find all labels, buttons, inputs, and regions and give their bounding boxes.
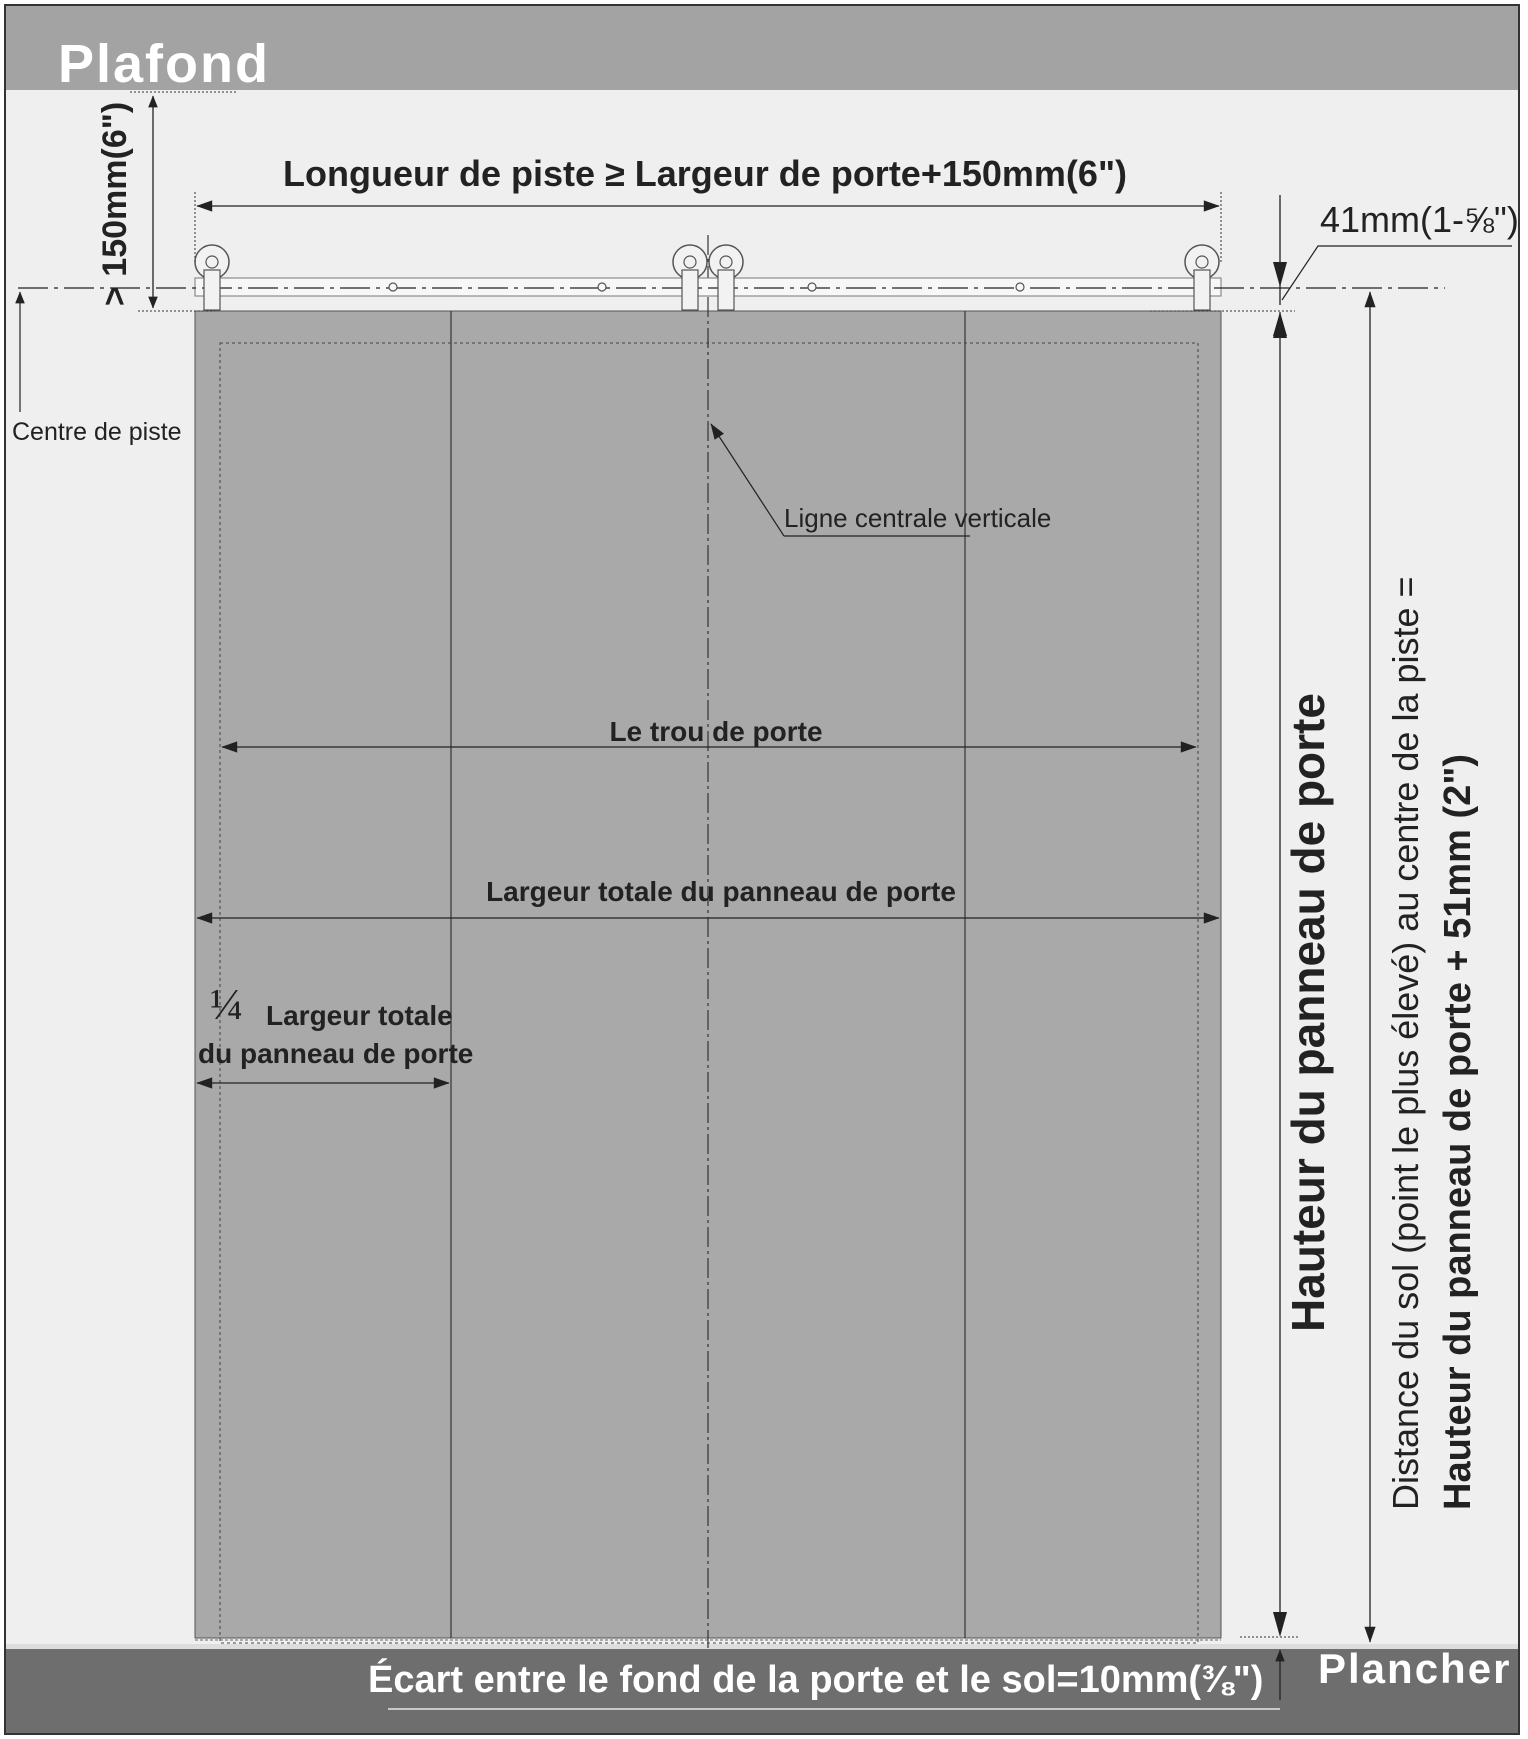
- floor-band: [6, 1648, 1518, 1733]
- roller-axle-icon: [1195, 255, 1209, 269]
- track-bolt: [1015, 282, 1025, 292]
- track-bolt: [597, 282, 607, 292]
- track-length-label: Longueur de piste ≥ Largeur de porte+150…: [283, 153, 1127, 194]
- door-opening-label: Le trou de porte: [609, 716, 822, 747]
- floor-label: Plancher: [1318, 1645, 1511, 1692]
- quarter-fraction: ¼: [210, 980, 243, 1029]
- panel-height-arrow-top: [1273, 312, 1287, 336]
- outer-frame: [4, 4, 1520, 1735]
- hanger-strap: [717, 269, 735, 311]
- track-bolts: [388, 282, 1025, 292]
- quarter-label-line2: du panneau de porte: [198, 1038, 473, 1069]
- roller-axle-icon: [683, 255, 697, 269]
- track-bolt: [388, 282, 398, 292]
- panel-height-arrow-bottom: [1273, 1612, 1287, 1637]
- roller-hanger-3: [708, 244, 744, 311]
- track-center-label: Centre de piste: [12, 418, 182, 446]
- roller-hanger-1: [194, 244, 230, 311]
- track-profile-label: 41mm(1-⅝"): [1320, 199, 1519, 240]
- track-bolt: [807, 282, 817, 292]
- track-profile-leader: [1281, 245, 1512, 301]
- track-profile-arrow-top: [1273, 262, 1287, 287]
- quarter-label-line1: Largeur totale: [266, 1000, 453, 1031]
- roller-hanger-4: [1184, 244, 1220, 311]
- floor-strip: [6, 1644, 1518, 1649]
- door-opening-outline: [219, 342, 1199, 1644]
- vertical-centerline-arrow: [710, 423, 785, 537]
- hanger-strap: [1193, 269, 1211, 311]
- roller-axle-icon: [205, 255, 219, 269]
- distance-label-line1: Distance du sol (point le plus élevé) au…: [1385, 576, 1426, 1510]
- panel-height-label: Hauteur du panneau de porte: [1282, 693, 1334, 1332]
- roller-axle-icon: [719, 255, 733, 269]
- hanger-strap: [681, 269, 699, 311]
- roller-hanger-2: [672, 244, 708, 311]
- top-clearance-label: > 150mm(6"): [96, 102, 134, 306]
- ceiling-label: Plafond: [58, 34, 270, 94]
- vertical-centerline-label: Ligne centrale verticale: [784, 503, 1051, 533]
- track-rail: [194, 277, 1222, 297]
- hanger-strap: [203, 269, 221, 311]
- distance-label-line2: Hauteur du panneau de porte + 51mm (2"): [1437, 754, 1479, 1510]
- ceiling-band: [6, 6, 1518, 90]
- floor-gap-label: Écart entre le fond de la porte et le so…: [368, 1657, 1263, 1701]
- total-width-label: Largeur totale du panneau de porte: [486, 876, 956, 907]
